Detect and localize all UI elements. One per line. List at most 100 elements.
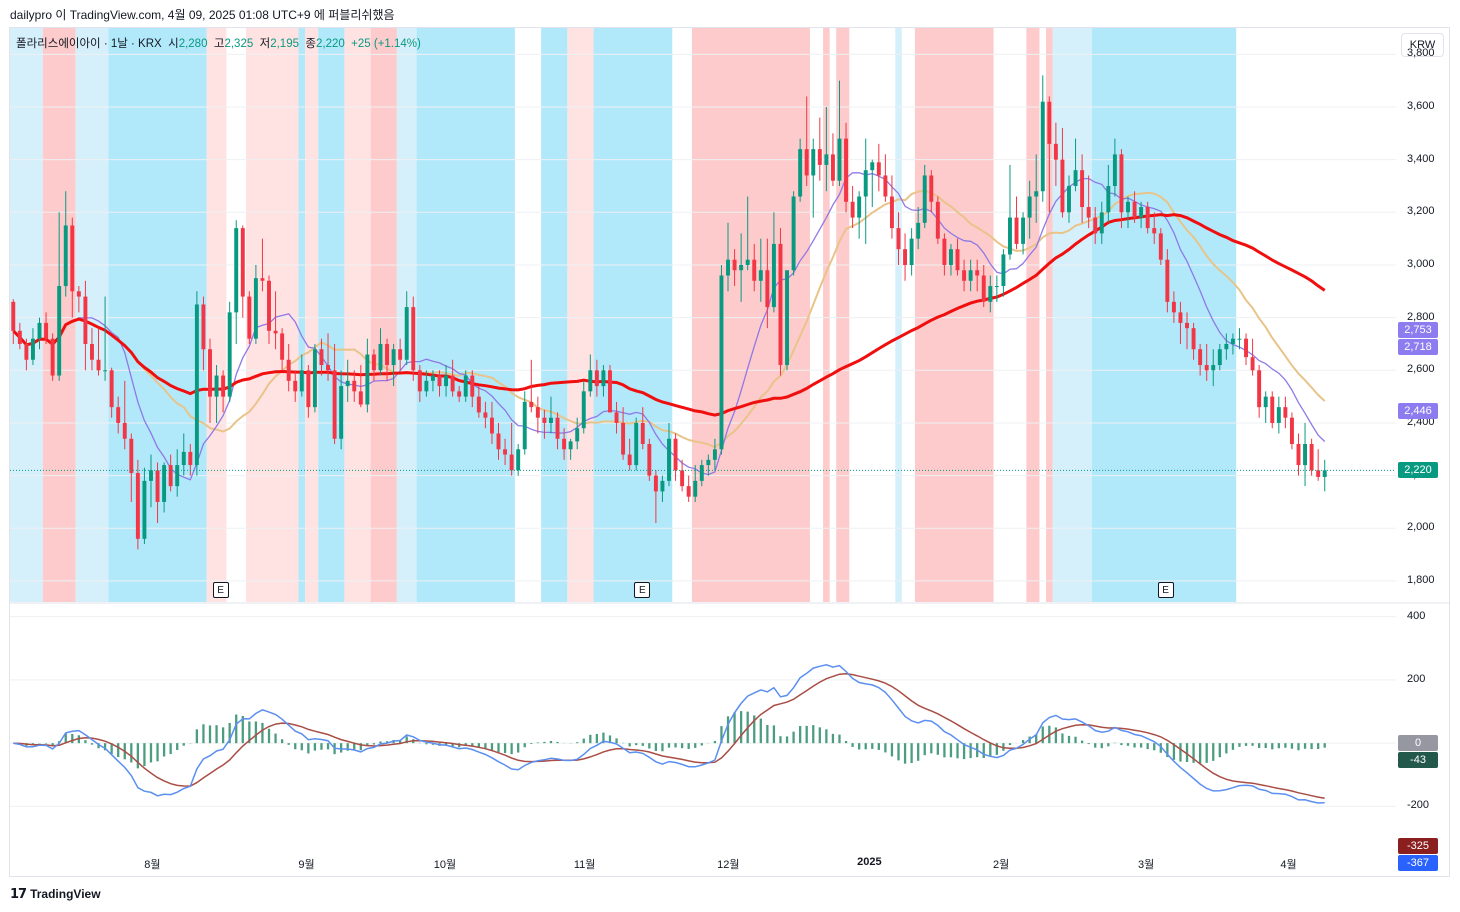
candle bbox=[804, 96, 809, 186]
candle-body bbox=[424, 380, 429, 392]
candle bbox=[568, 438, 573, 460]
candle-body bbox=[162, 465, 167, 502]
candle bbox=[706, 454, 711, 476]
candle bbox=[549, 396, 553, 434]
macd-tag: -43 bbox=[1398, 752, 1438, 769]
candle bbox=[909, 228, 914, 276]
candle-body bbox=[916, 222, 921, 239]
candle bbox=[378, 328, 383, 376]
candle bbox=[201, 296, 206, 371]
candle bbox=[1053, 122, 1058, 186]
candle-body bbox=[358, 391, 363, 405]
macd-pane bbox=[13, 664, 1326, 804]
candle bbox=[70, 217, 75, 318]
brand-name[interactable]: TradingView bbox=[30, 887, 101, 901]
candle-body bbox=[850, 201, 855, 218]
candle-body bbox=[601, 370, 606, 387]
candle bbox=[135, 459, 140, 550]
candle bbox=[844, 122, 849, 213]
candle-body bbox=[24, 343, 29, 360]
candle-body bbox=[673, 438, 678, 471]
candle bbox=[483, 401, 488, 429]
candle-body bbox=[1211, 365, 1216, 371]
candle bbox=[1296, 433, 1301, 476]
candle bbox=[627, 438, 632, 471]
candle-body bbox=[837, 138, 842, 181]
earnings-marker[interactable]: E bbox=[1157, 582, 1174, 598]
candle-body bbox=[588, 370, 593, 392]
price-tag: 2,718 bbox=[1398, 339, 1438, 355]
candle bbox=[83, 280, 88, 371]
candle-body bbox=[96, 359, 101, 371]
symbol-name[interactable]: 폴라리스에이아이 · 1날 · KRX bbox=[16, 38, 162, 50]
candle-body bbox=[1014, 217, 1019, 244]
time-axis-label: 3월 bbox=[1137, 859, 1155, 871]
earnings-marker[interactable]: E bbox=[212, 582, 229, 598]
candle-body bbox=[739, 264, 744, 271]
candle-body bbox=[693, 480, 698, 497]
candle bbox=[916, 207, 921, 250]
candle bbox=[470, 370, 475, 408]
candle bbox=[50, 333, 55, 381]
time-axis-label: 4월 bbox=[1280, 859, 1297, 871]
candle-body bbox=[1027, 196, 1032, 218]
candle-body bbox=[30, 338, 35, 360]
candle-body bbox=[135, 472, 140, 539]
candle bbox=[17, 322, 22, 350]
candle-body bbox=[437, 375, 442, 387]
background-zone bbox=[914, 28, 994, 602]
candle bbox=[371, 349, 376, 381]
candle bbox=[1152, 212, 1157, 244]
candle bbox=[581, 380, 586, 434]
ma-long-line bbox=[12, 213, 1326, 417]
candle-body bbox=[1270, 396, 1275, 423]
candle-body bbox=[201, 304, 206, 350]
candle-body bbox=[1171, 301, 1176, 313]
candle-body bbox=[483, 412, 488, 418]
candle-body bbox=[1093, 217, 1098, 234]
candle-body bbox=[280, 333, 285, 360]
candle bbox=[463, 370, 468, 402]
candle bbox=[1316, 449, 1321, 481]
candle bbox=[437, 370, 442, 397]
candle-body bbox=[221, 375, 226, 397]
candle bbox=[1289, 412, 1294, 450]
open-label: 시 bbox=[168, 38, 179, 50]
candle-body bbox=[745, 259, 750, 265]
candle bbox=[286, 343, 291, 392]
candle bbox=[162, 462, 167, 513]
candle-body bbox=[1145, 207, 1150, 229]
candle bbox=[365, 338, 370, 413]
macd-axis-label: 200 bbox=[1407, 672, 1426, 685]
candle bbox=[850, 185, 855, 229]
candle bbox=[142, 467, 147, 545]
background-zone bbox=[836, 28, 850, 602]
candle bbox=[30, 328, 35, 366]
candle bbox=[44, 312, 49, 344]
candle bbox=[1322, 459, 1327, 492]
candle-body bbox=[955, 249, 960, 271]
candle-body bbox=[457, 391, 462, 397]
background-zone bbox=[1052, 28, 1092, 602]
candle-body bbox=[253, 278, 258, 339]
close-label: 종 bbox=[305, 38, 316, 50]
earnings-marker[interactable]: E bbox=[634, 582, 651, 598]
currency-selector[interactable]: KRW bbox=[1401, 33, 1444, 57]
candle-body bbox=[17, 330, 22, 344]
candle-body bbox=[889, 196, 894, 229]
candle bbox=[1230, 333, 1235, 355]
candle bbox=[444, 365, 449, 397]
candle bbox=[876, 143, 881, 192]
candle bbox=[830, 133, 835, 186]
candle-body bbox=[319, 349, 324, 366]
candle bbox=[1237, 328, 1242, 350]
candle bbox=[503, 438, 508, 466]
candle bbox=[1073, 138, 1078, 192]
candle bbox=[1211, 349, 1216, 387]
time-axis-label: 12월 bbox=[717, 859, 740, 871]
candle-body bbox=[791, 196, 796, 271]
candle bbox=[1040, 75, 1045, 202]
candle bbox=[457, 386, 462, 402]
candle bbox=[988, 275, 993, 313]
